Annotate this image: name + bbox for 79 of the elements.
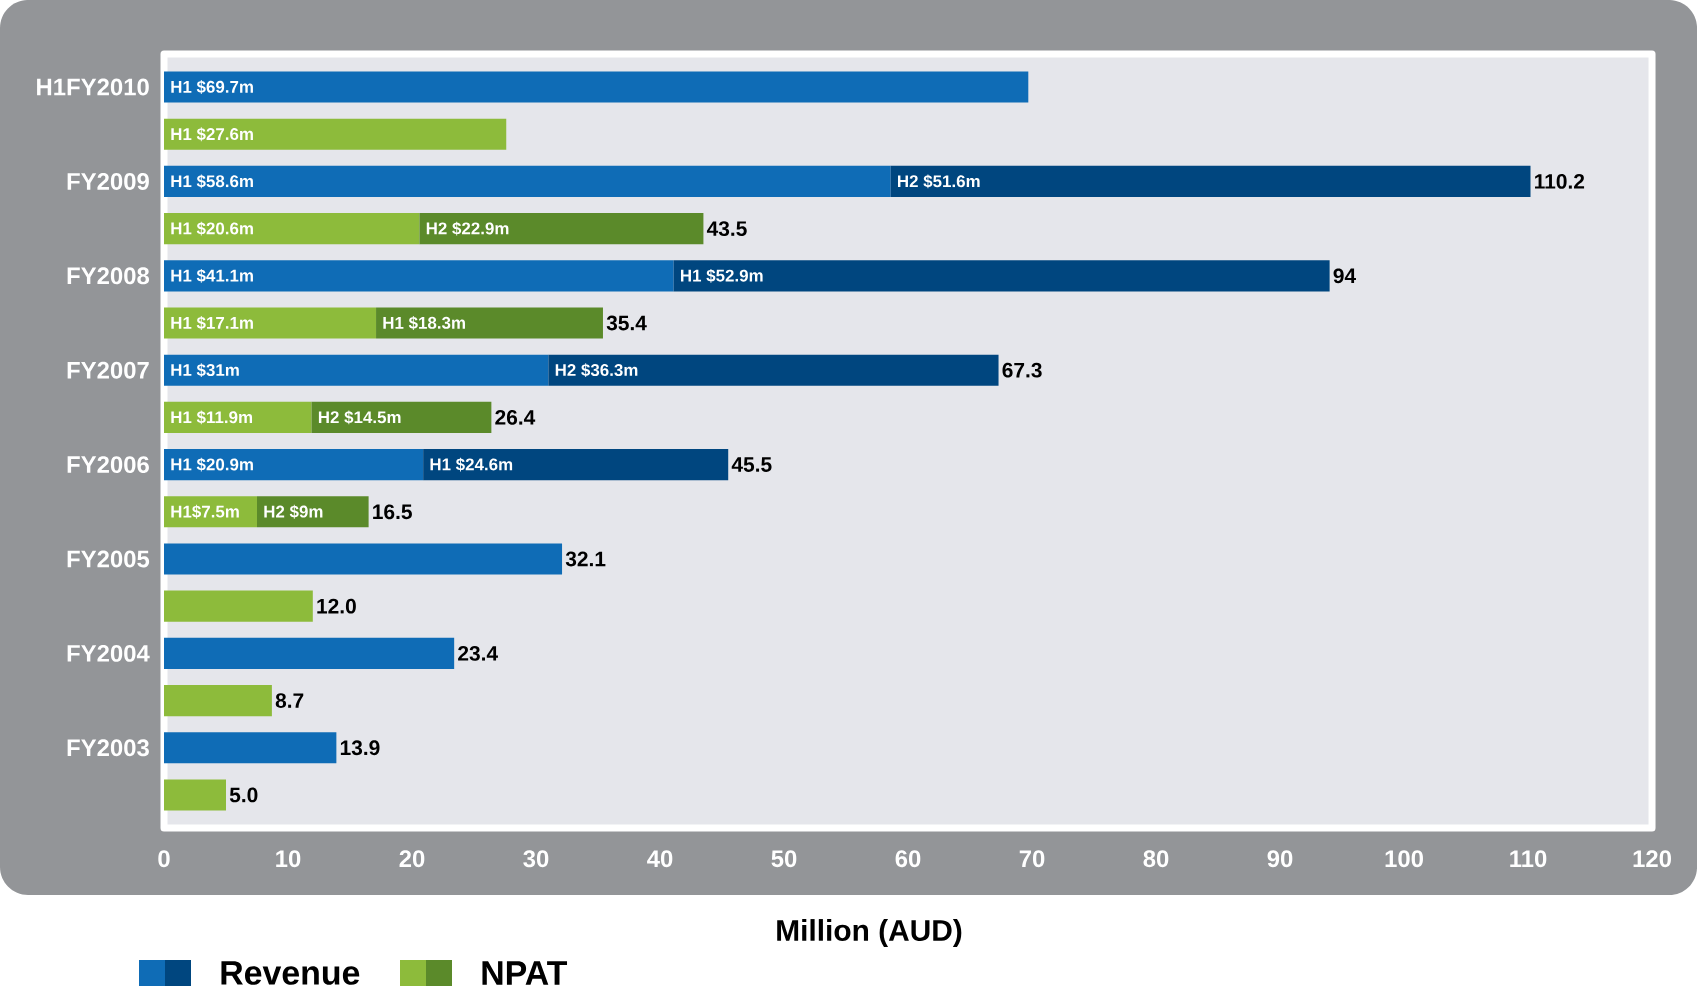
x-tick-label: 100 xyxy=(1385,850,1423,868)
total-label: 13.9 xyxy=(340,740,380,756)
data-label: H1 $20.6m xyxy=(171,221,253,236)
x-tick-label: 120 xyxy=(1633,850,1671,868)
bar xyxy=(423,449,729,481)
data-label: H1 $27.6m xyxy=(171,127,253,142)
data-label: H2 $51.6m xyxy=(898,174,980,189)
data-label: H1 $11.9m xyxy=(171,410,253,425)
total-label: 16.5 xyxy=(373,504,412,520)
total-label: 35.4 xyxy=(606,315,647,331)
data-label: H2 $14.5m xyxy=(318,410,401,425)
data-label: H2 $9m xyxy=(264,504,323,519)
bar xyxy=(164,590,313,622)
x-tick-label: 90 xyxy=(1267,850,1293,868)
y-tick-label: FY2007 xyxy=(67,361,149,379)
bar xyxy=(164,732,337,764)
data-label: H1 $58.6m xyxy=(171,174,253,189)
legend-label: NPAT xyxy=(482,961,568,985)
legend-label: Revenue xyxy=(221,961,360,985)
bar xyxy=(419,213,704,245)
bar xyxy=(164,779,226,811)
total-label: 67.3 xyxy=(1002,362,1042,378)
data-label: H1 $41.1m xyxy=(171,268,253,283)
bar xyxy=(673,260,1330,292)
x-tick-label: 60 xyxy=(895,850,921,868)
data-label: H1 $18.3m xyxy=(383,316,465,330)
data-label: H1 $20.9m xyxy=(171,457,253,472)
x-tick-label: 110 xyxy=(1510,850,1547,868)
data-label: H1 $31m xyxy=(171,363,239,378)
y-tick-label: FY2006 xyxy=(67,456,149,474)
y-tick-label: FY2009 xyxy=(67,172,149,190)
data-label: H1 $52.9m xyxy=(680,268,763,283)
data-label: H1 $69.7m xyxy=(171,80,253,94)
bar xyxy=(164,118,507,150)
y-tick-label: FY2004 xyxy=(67,644,150,662)
x-tick-label: 80 xyxy=(1143,850,1169,868)
bar xyxy=(376,307,603,339)
bar xyxy=(164,543,563,575)
total-label: 45.5 xyxy=(731,457,772,472)
x-tick-label: 20 xyxy=(399,850,425,868)
bar xyxy=(164,71,1029,103)
bar xyxy=(164,260,674,292)
bar xyxy=(890,165,1531,197)
y-tick-label: FY2005 xyxy=(67,550,150,568)
bar xyxy=(311,401,492,433)
x-tick-label: 50 xyxy=(771,850,797,868)
total-label: 8.7 xyxy=(275,693,304,708)
total-label: 5.0 xyxy=(229,787,258,803)
bar xyxy=(164,449,424,481)
bar xyxy=(164,401,312,433)
x-tick-label: 40 xyxy=(647,850,673,868)
x-tick-label: 70 xyxy=(1019,850,1045,868)
total-label: 12.0 xyxy=(317,598,356,614)
y-tick-label: FY2008 xyxy=(67,267,150,285)
total-label: 43.5 xyxy=(706,221,747,237)
bar xyxy=(164,685,272,717)
total-label: 23.4 xyxy=(458,645,498,661)
data-label: H1 $17.1m xyxy=(171,316,253,330)
bar xyxy=(548,354,999,386)
bar xyxy=(164,307,377,339)
bar xyxy=(164,637,455,669)
x-tick-label: 0 xyxy=(158,850,170,868)
x-tick-label: 30 xyxy=(523,850,549,868)
total-label: 32.1 xyxy=(565,551,606,567)
data-label: H2 $36.3m xyxy=(555,363,638,378)
bar xyxy=(257,496,369,528)
data-label: H1$7.5m xyxy=(171,504,239,519)
bar xyxy=(164,213,420,245)
total-label: 94 xyxy=(1333,268,1356,284)
x-tick-label: 10 xyxy=(276,850,301,868)
y-tick-label: FY2003 xyxy=(67,739,149,757)
bar xyxy=(164,165,891,197)
total-label: 26.4 xyxy=(495,409,536,425)
y-tick-label: H1FY2010 xyxy=(37,78,149,96)
bar xyxy=(164,354,549,386)
x-axis-title: Million (AUD) xyxy=(777,919,962,947)
data-label: H1 $24.6m xyxy=(430,457,513,472)
total-label: 110.2 xyxy=(1535,174,1585,189)
data-label: H2 $22.9m xyxy=(426,221,509,236)
